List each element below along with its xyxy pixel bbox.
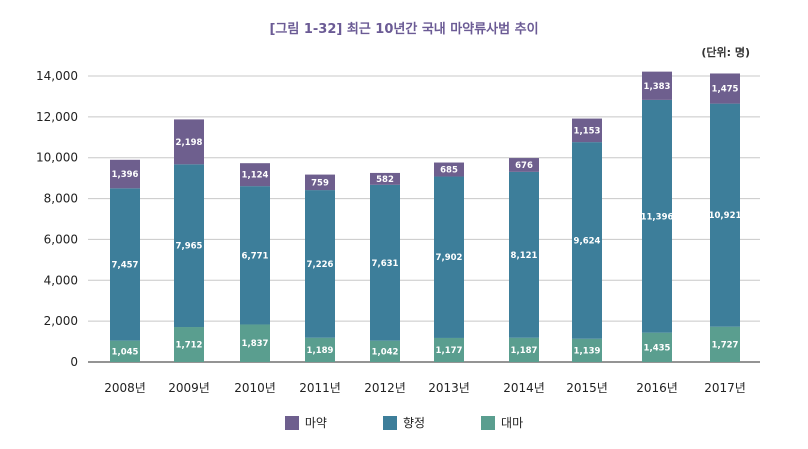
y-tick-label: 12,000 — [36, 110, 78, 124]
bar-segment — [710, 326, 740, 362]
x-tick-label: 2008년 — [104, 381, 146, 395]
bar-segment — [305, 190, 335, 338]
x-tick-label: 2010년 — [234, 381, 276, 395]
data-label: 1,153 — [574, 126, 601, 136]
bar-segment — [370, 184, 400, 341]
data-label: 759 — [311, 178, 329, 188]
x-tick-label: 2009년 — [168, 381, 210, 395]
bar-segment — [174, 327, 204, 362]
x-tick-label: 2012년 — [364, 381, 406, 395]
legend-item-향정: 향정 — [382, 414, 426, 431]
bar-segment — [110, 159, 140, 189]
x-tick-label: 2014년 — [503, 381, 545, 395]
data-label: 1,187 — [511, 346, 538, 356]
data-label: 10,921 — [709, 211, 742, 221]
legend: 마약 향정 대마 — [0, 414, 808, 431]
x-tick-label: 2011년 — [299, 381, 341, 395]
bar-segment — [642, 332, 672, 362]
data-label: 582 — [376, 175, 394, 185]
data-label: 1,139 — [574, 346, 601, 356]
y-tick-label: 8,000 — [44, 192, 78, 206]
data-label: 6,771 — [242, 251, 269, 261]
bar-segment — [572, 338, 602, 362]
data-label: 685 — [440, 166, 458, 176]
bar-segment — [642, 99, 672, 333]
y-tick-label: 6,000 — [44, 232, 78, 246]
data-label: 1,727 — [712, 340, 739, 350]
bar-segment — [572, 142, 602, 339]
bar-segment — [240, 163, 270, 187]
bar-segment — [174, 164, 204, 328]
data-label: 1,177 — [436, 346, 463, 356]
data-label: 676 — [515, 161, 533, 171]
data-label: 7,226 — [307, 260, 334, 270]
bar-segment — [434, 176, 464, 338]
data-label: 1,189 — [307, 346, 334, 356]
bar-segment — [710, 103, 740, 327]
data-label: 1,712 — [176, 341, 203, 351]
x-tick-label: 2017년 — [704, 381, 746, 395]
legend-swatch — [284, 415, 299, 430]
data-label: 1,383 — [644, 82, 671, 92]
unit-label: (단위: 명) — [701, 46, 750, 59]
x-tick-label: 2015년 — [566, 381, 608, 395]
bar-segment — [110, 340, 140, 362]
bar-segment — [642, 71, 672, 100]
y-tick-label: 10,000 — [36, 151, 78, 165]
bar-segment — [509, 158, 539, 172]
y-tick-label: 2,000 — [44, 314, 78, 328]
x-tick-label: 2013년 — [428, 381, 470, 395]
bar-segment — [240, 186, 270, 325]
data-label: 1,396 — [112, 170, 139, 180]
y-tick-label: 0 — [70, 355, 78, 369]
bar-segment — [110, 188, 140, 341]
legend-label: 마약 — [304, 416, 327, 430]
data-label: 1,124 — [242, 171, 269, 181]
data-label: 7,631 — [372, 259, 399, 269]
y-tick-label: 4,000 — [44, 273, 78, 287]
data-label: 1,045 — [112, 347, 139, 357]
bar-segment — [434, 337, 464, 362]
data-label: 2,198 — [176, 138, 203, 148]
legend-swatch — [382, 415, 397, 430]
bar-segment — [509, 337, 539, 362]
bar-segment — [305, 337, 335, 362]
bar-segment — [434, 162, 464, 177]
bar-segment — [572, 118, 602, 143]
data-label: 1,042 — [372, 347, 399, 357]
legend-item-마약: 마약 — [284, 414, 327, 431]
bar-segment — [370, 172, 400, 185]
legend-swatch — [481, 415, 496, 430]
bar-segment — [240, 324, 270, 362]
legend-item-대마: 대마 — [481, 414, 523, 431]
data-label: 7,457 — [112, 260, 139, 270]
bar-segment — [370, 340, 400, 362]
data-label: 1,837 — [242, 339, 269, 349]
legend-label: 대마 — [501, 416, 524, 430]
data-label: 1,435 — [644, 343, 671, 353]
bar-segment — [174, 119, 204, 165]
data-label: 7,965 — [176, 242, 203, 252]
x-tick-label: 2016년 — [636, 381, 678, 395]
bar-segment — [509, 171, 539, 338]
chart-title: [그림 1-32] 최근 10년간 국내 마약류사범 추이 — [269, 22, 539, 37]
data-label: 1,475 — [712, 85, 739, 95]
data-label: 8,121 — [511, 251, 538, 261]
bar-segment — [710, 73, 740, 104]
bar-segment — [305, 174, 335, 191]
y-tick-label: 14,000 — [36, 69, 78, 83]
data-label: 9,624 — [574, 236, 601, 246]
legend-label: 향정 — [402, 416, 426, 430]
data-label: 11,396 — [641, 212, 674, 222]
data-label: 7,902 — [436, 253, 463, 263]
